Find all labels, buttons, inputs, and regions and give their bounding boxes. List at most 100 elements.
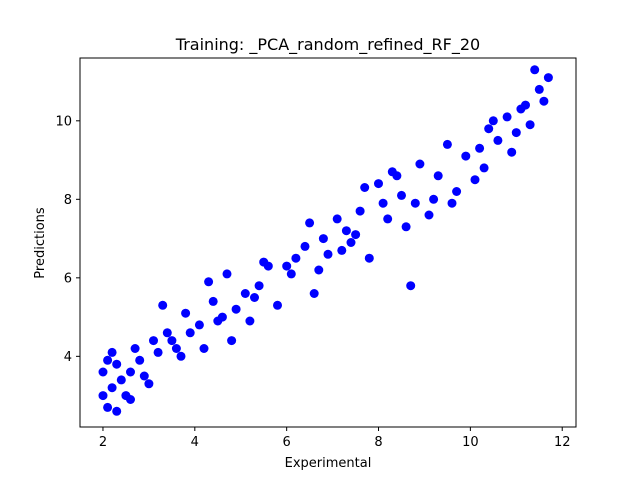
data-point xyxy=(378,198,388,208)
x-tick-label: 10 xyxy=(462,435,479,450)
data-point xyxy=(227,336,237,346)
data-point xyxy=(360,183,370,192)
x-tick-label: 2 xyxy=(99,435,107,450)
data-point xyxy=(250,293,259,302)
data-point xyxy=(112,406,122,416)
data-point xyxy=(153,347,163,357)
data-point xyxy=(181,308,191,318)
data-point xyxy=(397,190,406,200)
data-point xyxy=(176,351,186,361)
data-point xyxy=(410,198,420,208)
data-point xyxy=(116,375,126,385)
y-tick-label: 4 xyxy=(64,350,72,365)
data-point xyxy=(245,316,255,326)
plot-area xyxy=(80,58,576,427)
data-point xyxy=(433,171,443,181)
data-point xyxy=(461,151,471,161)
data-point xyxy=(337,245,347,255)
data-point xyxy=(530,65,540,75)
data-point xyxy=(442,139,452,149)
data-point xyxy=(126,367,135,377)
y-tick-label: 6 xyxy=(64,271,72,286)
y-tick-label: 8 xyxy=(64,193,72,208)
data-point xyxy=(273,300,282,310)
data-point xyxy=(383,214,393,224)
data-point xyxy=(149,336,158,346)
data-point xyxy=(144,379,154,389)
data-point xyxy=(493,135,503,145)
data-point xyxy=(429,194,439,204)
x-tick-label: 12 xyxy=(554,435,571,450)
data-point xyxy=(323,249,333,259)
data-point xyxy=(401,222,411,232)
y-axis-label: Predictions xyxy=(33,207,48,279)
x-tick-label: 6 xyxy=(283,435,291,450)
data-point xyxy=(208,296,218,306)
data-point xyxy=(254,281,264,291)
data-point xyxy=(534,84,544,94)
data-point xyxy=(305,218,315,228)
data-point xyxy=(364,253,374,263)
data-point xyxy=(222,269,232,279)
data-point xyxy=(199,344,209,353)
y-tick-label: 10 xyxy=(55,114,72,129)
data-point xyxy=(309,289,319,298)
data-point xyxy=(387,167,397,177)
data-point xyxy=(346,238,356,247)
data-point xyxy=(204,277,214,287)
data-point xyxy=(355,206,365,216)
data-point xyxy=(213,316,223,326)
data-point xyxy=(479,163,489,173)
data-point xyxy=(300,241,310,251)
data-point xyxy=(103,355,113,365)
data-point xyxy=(98,367,108,377)
data-point xyxy=(475,143,485,153)
data-point xyxy=(194,320,204,330)
data-points xyxy=(98,65,553,416)
data-point xyxy=(162,328,172,338)
data-point xyxy=(98,391,108,401)
data-point xyxy=(525,120,535,130)
data-point xyxy=(135,355,145,365)
data-point xyxy=(318,234,328,244)
data-point xyxy=(516,104,526,114)
data-point xyxy=(282,261,292,271)
data-point xyxy=(470,175,480,185)
data-point xyxy=(511,128,521,138)
data-point xyxy=(374,179,383,189)
data-point xyxy=(332,214,342,224)
x-tick-label: 8 xyxy=(374,435,382,450)
data-point xyxy=(158,300,168,310)
data-point xyxy=(107,347,117,357)
data-point xyxy=(139,371,149,381)
data-point xyxy=(351,230,361,240)
data-point xyxy=(126,395,135,404)
data-point xyxy=(406,281,416,291)
data-point xyxy=(112,359,122,369)
axis-ticks: 2 4 6 8 10 12 4 6 8 10 xyxy=(55,114,570,450)
data-point xyxy=(231,304,241,314)
chart-title: Training: _PCA_random_refined_RF_20 xyxy=(175,35,480,55)
data-point xyxy=(452,187,462,196)
data-point xyxy=(447,198,457,208)
data-point xyxy=(103,402,113,412)
data-point xyxy=(543,73,553,83)
data-point xyxy=(185,328,195,338)
data-point xyxy=(484,124,494,134)
data-point xyxy=(424,210,434,220)
data-point xyxy=(130,344,140,353)
data-point xyxy=(341,226,351,236)
data-point xyxy=(488,116,498,126)
data-point xyxy=(259,257,269,267)
data-point xyxy=(167,336,177,346)
data-point xyxy=(171,344,181,353)
data-point xyxy=(291,253,301,263)
data-point xyxy=(539,96,549,106)
data-point xyxy=(507,147,517,157)
plot-frame xyxy=(79,57,577,428)
data-point xyxy=(415,159,425,169)
data-point xyxy=(502,112,512,122)
data-point xyxy=(240,289,250,298)
data-point xyxy=(314,265,324,275)
